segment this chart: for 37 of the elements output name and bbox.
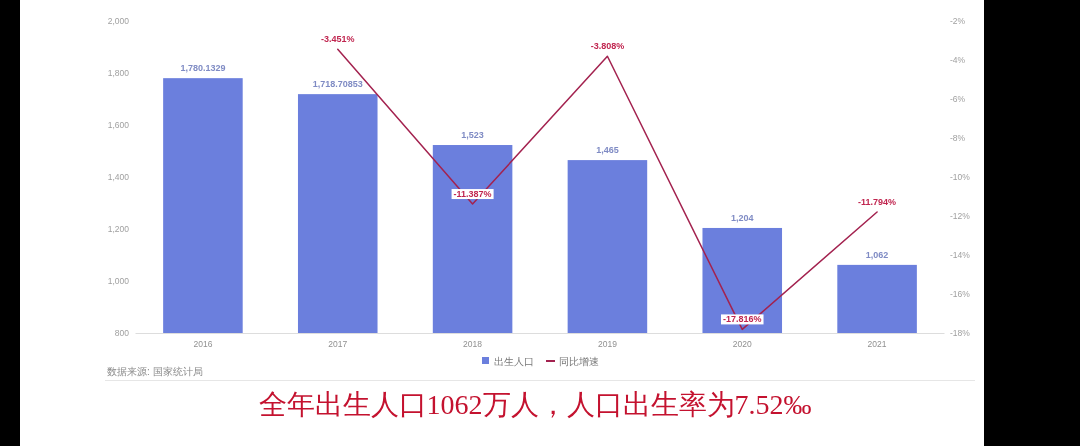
value-label: 1,204 <box>731 212 754 223</box>
value-label: 1,465 <box>596 145 619 156</box>
annotation: 全年出生人口1062万人，人口出生率为7.52‰ <box>258 389 812 420</box>
xtick: 2019 <box>597 339 617 349</box>
annotation: 数据来源: 国家统计局 <box>107 366 203 377</box>
ytick: 1,000 <box>107 276 129 286</box>
ytick: 1,800 <box>107 68 129 78</box>
y2tick: -2% <box>950 16 966 26</box>
y2tick: -14% <box>950 250 970 260</box>
value-label: -3.451% <box>321 34 355 45</box>
ytick: 1,400 <box>107 172 129 182</box>
value-label: 1,718.70853 <box>312 79 363 90</box>
value-label: -11.387% <box>453 189 492 200</box>
y2tick: -12% <box>950 211 970 221</box>
ytick: 1,600 <box>107 120 129 130</box>
y2tick: -18% <box>950 328 970 338</box>
y2tick: -8% <box>950 133 966 143</box>
y2tick: -16% <box>950 289 970 299</box>
value-label: 1,523 <box>461 130 484 140</box>
value-label: -11.794% <box>858 197 897 207</box>
xtick: 2018 <box>463 339 483 349</box>
value-label: -17.816% <box>723 314 762 325</box>
value-label: 1,780.1329 <box>180 63 226 74</box>
xtick: 2021 <box>867 339 887 349</box>
ytick: 1,200 <box>107 224 129 234</box>
xtick: 2016 <box>193 339 213 349</box>
xtick: 2017 <box>328 339 348 349</box>
y2tick: -6% <box>950 94 966 104</box>
ytick: 2,000 <box>107 16 129 26</box>
y2tick: -4% <box>950 55 966 65</box>
legend-label: 同比增速 <box>559 356 599 367</box>
ytick: 800 <box>114 328 129 338</box>
legend-label: 出生人口 <box>494 356 534 367</box>
xtick: 2020 <box>732 339 752 349</box>
value-label: 1,062 <box>865 249 889 260</box>
value-label: -3.808% <box>590 41 625 52</box>
y2tick: -10% <box>950 172 970 182</box>
